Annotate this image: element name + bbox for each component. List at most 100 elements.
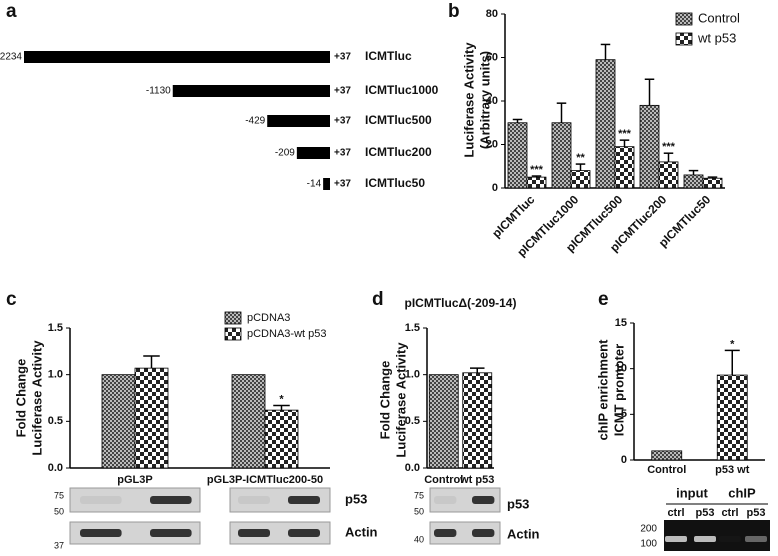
bar bbox=[264, 409, 299, 469]
bar bbox=[101, 374, 136, 469]
panel-label: e bbox=[598, 289, 609, 310]
gel-group: input bbox=[676, 485, 708, 500]
protein-label: p53 bbox=[345, 491, 367, 506]
construct-start: -1130 bbox=[146, 86, 171, 97]
construct-bar bbox=[267, 115, 330, 127]
blot-strip bbox=[69, 521, 201, 545]
bar bbox=[526, 176, 547, 189]
bar bbox=[614, 146, 635, 189]
x-tick-label: Control bbox=[424, 474, 463, 486]
legend-swatch bbox=[675, 32, 693, 46]
panel-label: d bbox=[372, 289, 384, 310]
size-marker: 50 bbox=[414, 506, 424, 516]
panel-label: c bbox=[6, 289, 17, 310]
y-tick-label: 15 bbox=[615, 317, 627, 329]
blot-band bbox=[472, 529, 495, 537]
significance: ** bbox=[576, 152, 585, 164]
construct-bar bbox=[296, 147, 330, 159]
y-axis-label: Fold Change bbox=[13, 359, 28, 438]
size-marker: 75 bbox=[54, 490, 64, 500]
gel-lane: p53 bbox=[696, 507, 715, 519]
gel-group: chIP bbox=[728, 485, 756, 500]
construct-end: +37 bbox=[334, 52, 351, 63]
construct-name: ICMTluc bbox=[365, 49, 412, 63]
y-tick-label: 1.5 bbox=[48, 322, 63, 334]
bar bbox=[651, 450, 683, 461]
bar bbox=[683, 174, 704, 189]
construct-end: +37 bbox=[334, 116, 351, 127]
panel-label: a bbox=[6, 1, 17, 22]
blot-strip bbox=[429, 521, 501, 545]
y-tick-label: 1.5 bbox=[405, 322, 420, 334]
chart-title: pICMTlucΔ(-209-14) bbox=[405, 296, 517, 310]
y-tick-label: 0.5 bbox=[48, 415, 63, 427]
blot-band bbox=[238, 529, 270, 537]
blot-band bbox=[472, 496, 495, 504]
y-tick-label: 0.5 bbox=[405, 415, 420, 427]
bar bbox=[658, 161, 679, 189]
gel-lane: ctrl bbox=[721, 507, 738, 519]
blot-strip bbox=[229, 521, 331, 545]
x-tick-label: wt p53 bbox=[459, 474, 494, 486]
y-tick-label: 5 bbox=[621, 408, 627, 420]
blot-band bbox=[150, 529, 192, 537]
legend-swatch bbox=[224, 311, 242, 325]
blot-band bbox=[80, 496, 122, 504]
gel bbox=[664, 520, 770, 551]
significance: * bbox=[730, 338, 735, 350]
gel-marker: 200 bbox=[640, 524, 657, 535]
x-tick-label: p53 wt bbox=[715, 464, 750, 476]
construct-end: +37 bbox=[334, 148, 351, 159]
gel-band bbox=[665, 536, 687, 542]
bar bbox=[570, 170, 591, 189]
bar bbox=[507, 122, 528, 189]
panel-label: b bbox=[448, 1, 460, 22]
legend-label: pCDNA3-wt p53 bbox=[247, 328, 326, 340]
y-tick-label: 20 bbox=[486, 138, 498, 150]
construct-end: +37 bbox=[334, 86, 351, 97]
gel-band bbox=[745, 536, 767, 542]
significance: * bbox=[279, 393, 284, 405]
protein-label: Actin bbox=[507, 526, 540, 541]
bar bbox=[231, 374, 266, 469]
construct-name: ICMTluc50 bbox=[365, 176, 425, 190]
blot-band bbox=[150, 496, 192, 504]
y-axis-label: ICMT promoter bbox=[611, 344, 626, 436]
legend-label: Control bbox=[698, 10, 740, 25]
size-marker: 40 bbox=[414, 534, 424, 544]
y-tick-label: 0.0 bbox=[405, 462, 420, 474]
size-marker: 37 bbox=[54, 540, 64, 550]
significance: *** bbox=[662, 141, 676, 153]
blot-band bbox=[80, 529, 122, 537]
y-axis-label: (Arbitrary units) bbox=[477, 51, 492, 149]
blot-band bbox=[288, 529, 320, 537]
y-tick-label: 0.0 bbox=[48, 462, 63, 474]
y-tick-label: 0 bbox=[621, 454, 627, 466]
legend-swatch bbox=[675, 12, 693, 26]
y-tick-label: 1.0 bbox=[405, 369, 420, 381]
x-tick-label: Control bbox=[647, 464, 686, 476]
blot-band bbox=[288, 496, 320, 504]
size-marker: 75 bbox=[414, 490, 424, 500]
construct-name: ICMTluc500 bbox=[365, 113, 432, 127]
y-axis-label: Luciferase Activity bbox=[393, 342, 408, 458]
bar bbox=[702, 177, 723, 189]
bar bbox=[551, 122, 572, 189]
construct-start: -429 bbox=[245, 116, 265, 127]
blot-band bbox=[434, 496, 457, 504]
gel-lane: p53 bbox=[747, 507, 766, 519]
construct-bar bbox=[24, 51, 330, 63]
construct-start: -14 bbox=[307, 179, 322, 190]
bar bbox=[134, 367, 169, 469]
blot-band bbox=[238, 496, 270, 504]
construct-start: -2234 bbox=[0, 52, 22, 63]
legend-label: wt p53 bbox=[697, 30, 736, 45]
significance: *** bbox=[618, 128, 632, 140]
gel-marker: 100 bbox=[640, 539, 657, 550]
bar bbox=[428, 374, 459, 469]
y-axis-label: chIP enrichment bbox=[595, 339, 610, 441]
construct-start: -209 bbox=[275, 148, 295, 159]
construct-bar bbox=[172, 85, 330, 97]
